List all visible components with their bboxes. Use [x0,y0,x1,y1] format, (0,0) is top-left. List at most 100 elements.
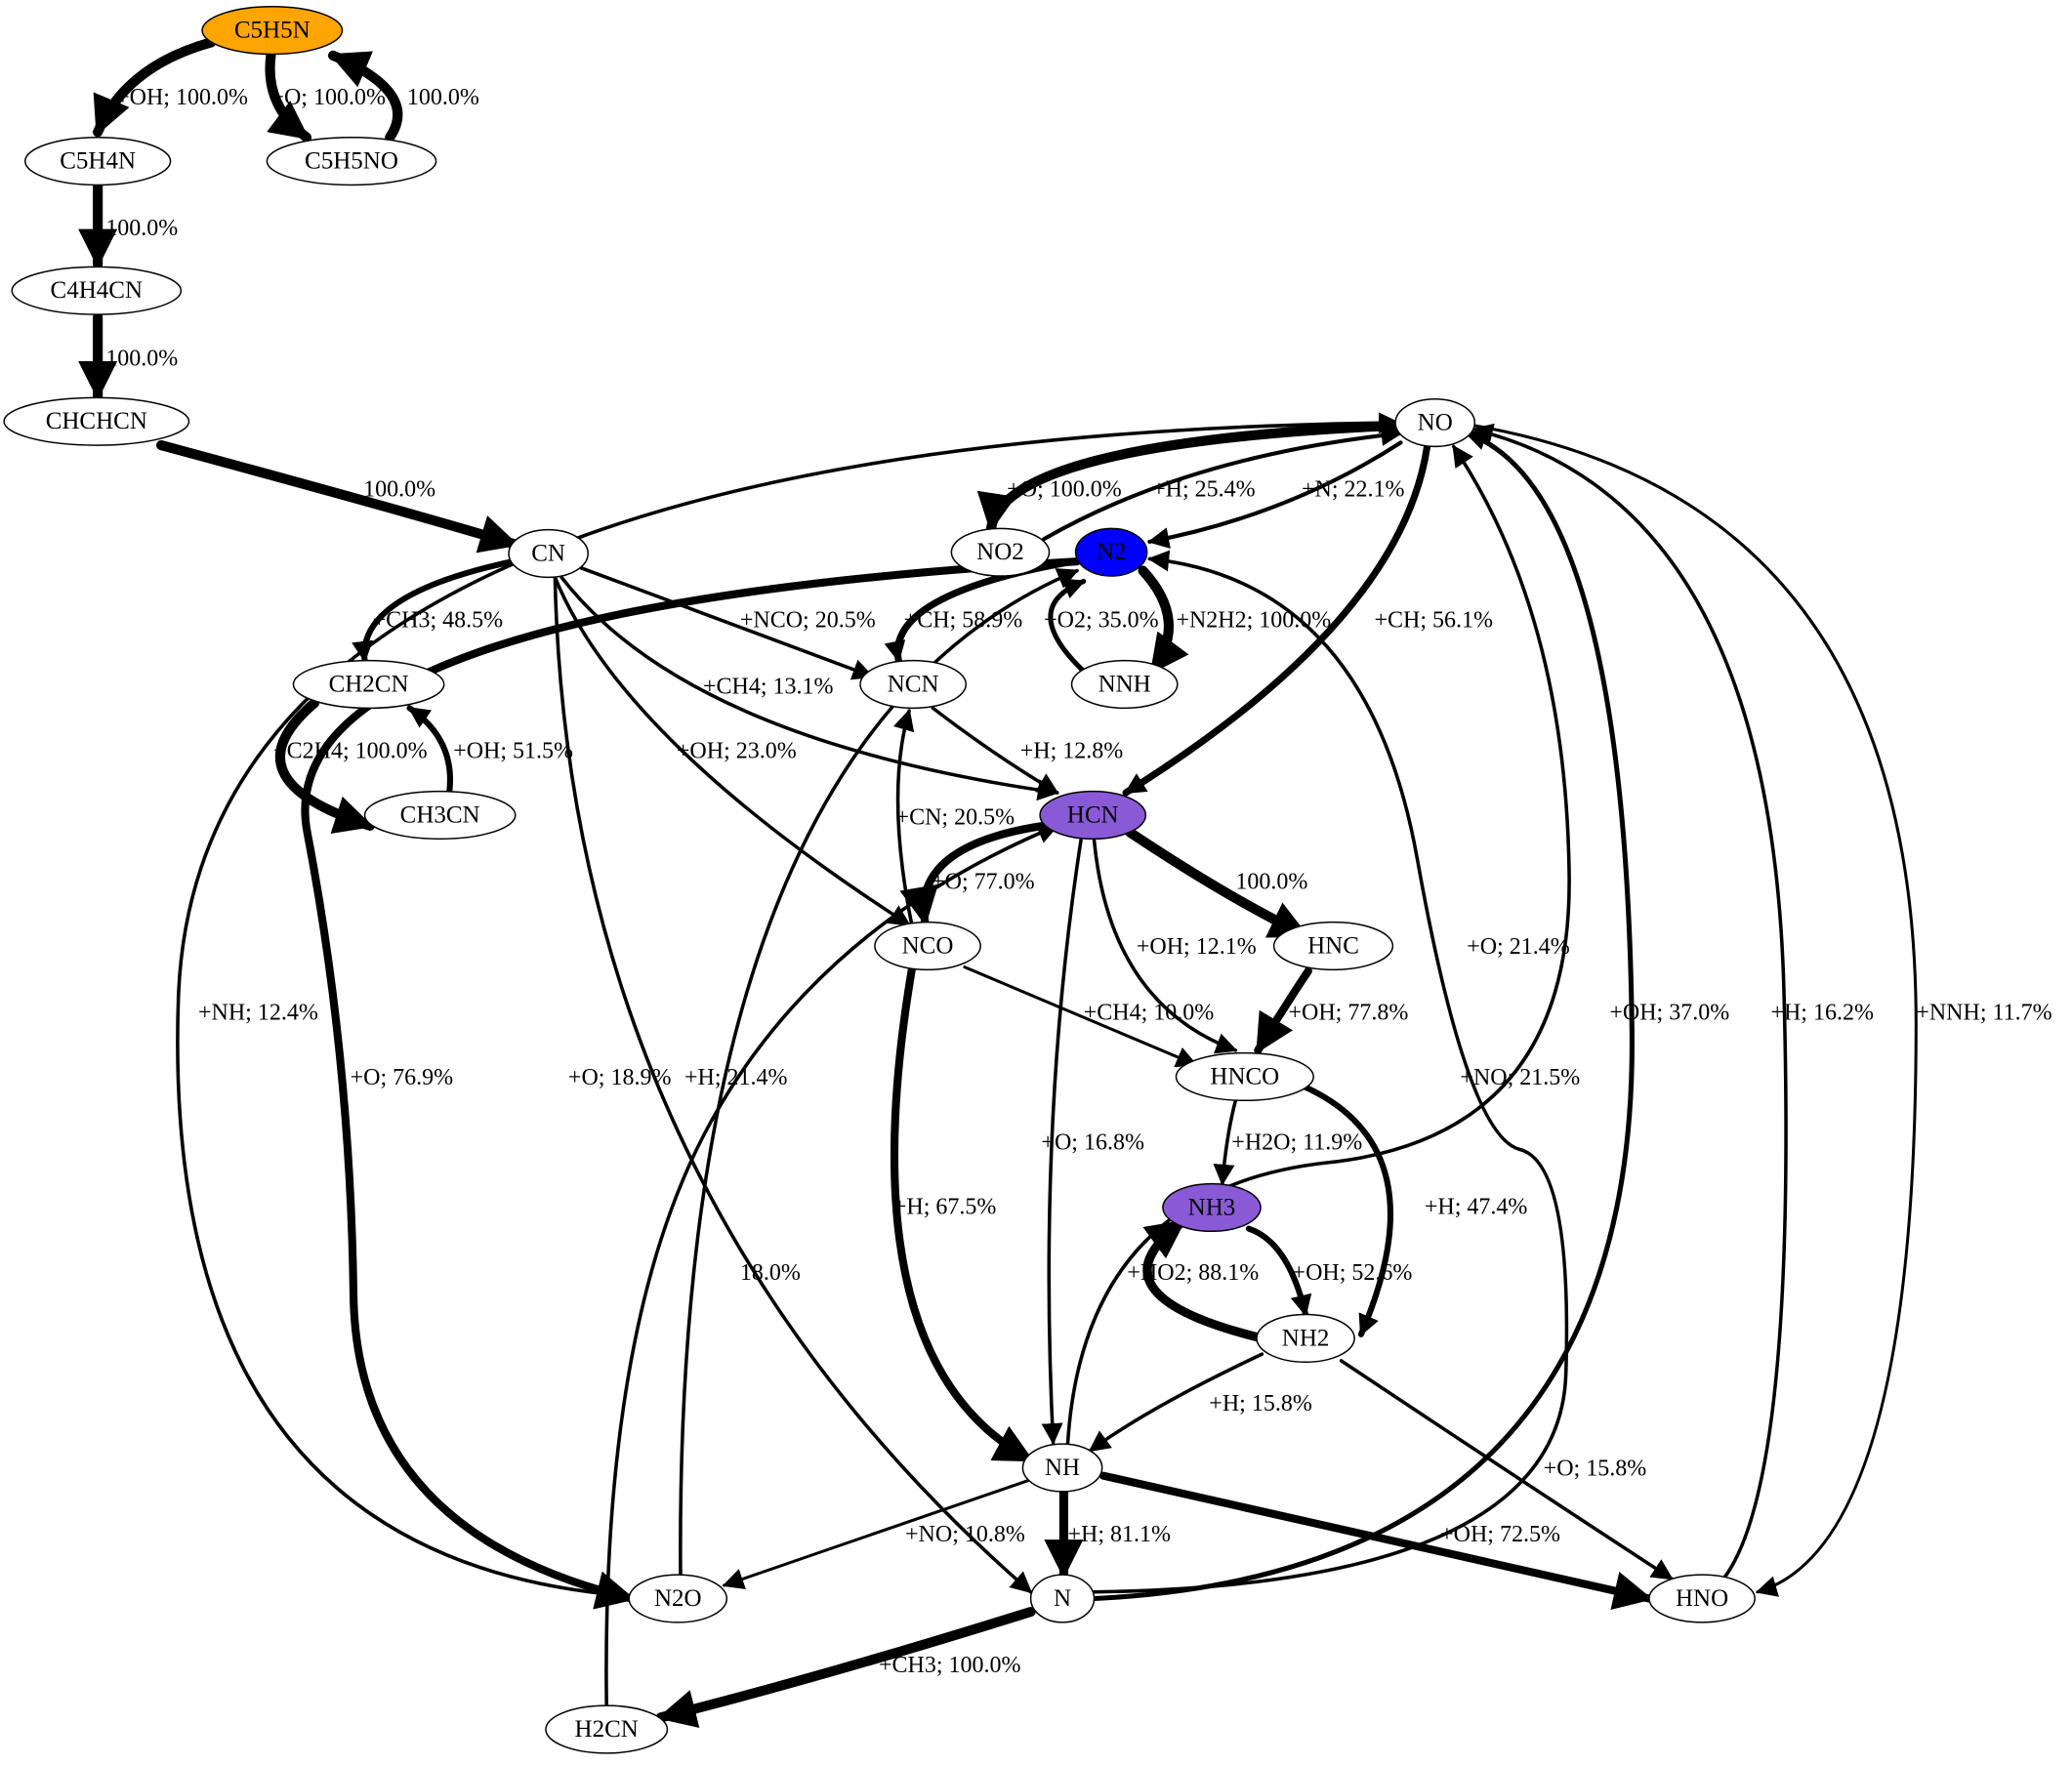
edge-label: +NO; 10.8% [905,1522,1025,1547]
edge-hnco-to-nh3: +H2O; 11.9% [1213,1098,1362,1186]
edge-line [327,50,403,143]
edge-line [1065,444,1571,1446]
node-no2[interactable]: NO2 [950,527,1051,577]
node-nh2[interactable]: NH2 [1256,1313,1355,1364]
node-cn[interactable]: CN [508,528,589,579]
edge-line [1092,838,1238,1054]
node-ellipse [1175,1051,1314,1102]
node-no[interactable]: NO [1394,397,1476,448]
node-hno[interactable]: HNO [1648,1574,1756,1623]
edge-ch3cn-to-ch2cn: +OH; 51.5% [406,705,573,797]
node-ch2cn[interactable]: CH2CN [292,659,445,710]
node-c5h4n[interactable]: C5H4N [23,136,172,186]
edge-label: +O; 15.8% [1544,1457,1647,1482]
edge-line [1142,1217,1266,1343]
edge-chchcn-to-cn: 100.0% [156,439,520,554]
edge-line [655,1606,1036,1728]
edge-label: 100.0% [407,85,479,110]
node-ellipse [201,6,344,56]
edge-line [176,412,1401,1598]
node-label: HNO [1676,1585,1728,1612]
node-ellipse [508,528,589,579]
edge-line [352,558,517,664]
node-nco[interactable]: NCO [874,921,981,971]
node-ellipse [1272,921,1394,971]
edge-label: +H; 47.4% [1425,1195,1528,1220]
node-label: NCN [888,672,939,698]
edge-label: +NO; 21.5% [1460,1065,1580,1090]
node-label: CHCHCN [46,408,147,434]
edge-label: +H; 15.8% [1209,1391,1312,1416]
node-hcn[interactable]: HCN [1039,790,1147,841]
edge-nh2-to-nh: +H; 15.8% [1088,1352,1312,1453]
node-ellipse [266,136,437,186]
edge-nco-to-hnco: +CH4; 10.0% [963,965,1214,1068]
edge-nh-to-n: +H; 81.1% [1044,1487,1171,1580]
node-ellipse [23,136,172,186]
node-label: CH3CN [400,801,480,828]
node-c4h4cn[interactable]: C4H4CN [11,266,183,315]
node-n2o[interactable]: N2O [628,1574,728,1623]
node-n[interactable]: N [1029,1574,1096,1623]
node-ncn[interactable]: NCN [859,659,968,710]
node-ellipse [11,266,183,315]
node-ellipse [874,921,981,971]
edge-line [963,965,1198,1068]
node-ellipse [363,790,517,841]
edge-label: +O; 76.9% [351,1065,454,1090]
edge-layer: +OH; 100.0% +O; 100.0% 100.0% 100.0% 100.0% 1… [78,37,2052,1728]
edge-ch2cn-to-ch3cn: +C2H4; 100.0% [273,697,428,834]
edge-line [1138,565,1189,677]
node-chchcn[interactable]: CHCHCN [3,396,190,446]
node-label: H2CN [575,1716,639,1743]
node-c5h5n[interactable]: C5H5N [201,6,344,56]
edge-no2-to-n2: +H; 25.4% [1042,425,1403,542]
node-ellipse [1021,1443,1103,1493]
node-hnco[interactable]: HNCO [1175,1051,1314,1102]
edge-cn-to-n: +O; 18.9% [553,575,1033,1594]
edge-line [1098,1471,1653,1611]
edge-label: 100.0% [1235,870,1307,895]
edge-line [1041,838,1083,1446]
node-n2[interactable]: N2 [1074,527,1148,577]
node-hnc[interactable]: HNC [1272,921,1394,971]
edge-line [679,568,1079,1577]
edge-line [301,557,1082,1610]
node-label: C5H5N [234,18,311,44]
node-ellipse [1074,527,1148,577]
node-ellipse [628,1574,728,1623]
edge-label: +O2; 35.0% [1044,608,1159,634]
edge-line [1147,440,1403,549]
edge-label: 100.0% [105,216,178,241]
edge-hnco-to-nh2: +H; 47.4% [1303,1084,1528,1337]
edge-n2o-to-no: +NH; 12.4% [176,412,1401,1598]
node-nh[interactable]: NH [1021,1443,1103,1493]
node-c5h5no[interactable]: C5H5NO [266,136,437,186]
edge-label: +OH; 100.0% [116,85,248,110]
edge-n-to-h2cn: +CH3; 100.0% [655,1606,1036,1728]
node-ch3cn[interactable]: CH3CN [363,790,517,841]
edge-line [976,420,1403,534]
edge-label: +NNH; 11.7% [1916,1001,2051,1026]
edge-label: +O; 100.0% [1007,477,1122,503]
node-label: HNC [1307,932,1359,959]
edge-line [890,965,1035,1464]
edge-label: +HO2; 88.1% [1127,1260,1259,1286]
node-h2cn[interactable]: H2CN [545,1704,669,1754]
edge-line [1245,1225,1312,1318]
node-nnh[interactable]: NNH [1070,659,1179,710]
edge-line [265,50,312,143]
edge-nh-to-n2o: +NO; 10.8% [722,1478,1033,1589]
edge-n2-to-n2o: +O; 76.9% [301,557,1082,1610]
edge-label: +O; 100.0% [270,85,386,110]
edge-nco-to-nh: +H; 67.5% [890,965,1035,1464]
edge-c5h5n-to-c5h4n: +OH; 100.0% [93,37,248,138]
edge-label: +N2H2; 100.0% [1176,608,1331,634]
edge-hnc-to-hnco: +OH; 77.8% [1254,966,1408,1054]
node-label: CN [531,541,565,567]
edge-cn-to-ncn: +NCO; 20.5% [579,566,876,680]
edge-line [1042,425,1403,542]
edge-line [1471,424,1918,1597]
node-nh3[interactable]: NH3 [1162,1182,1262,1233]
